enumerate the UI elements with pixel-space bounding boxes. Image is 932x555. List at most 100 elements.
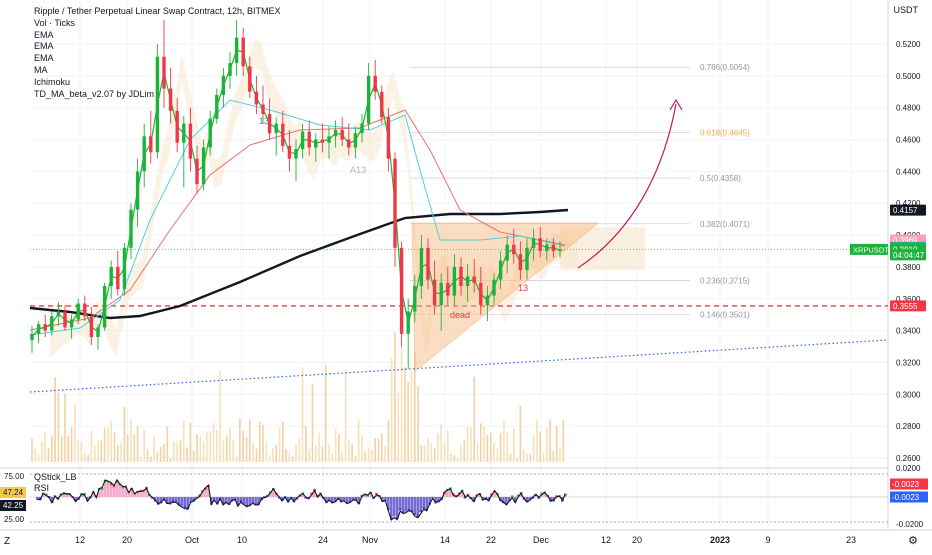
zoom-z-icon[interactable]: Z (4, 536, 10, 547)
candle-body (387, 117, 390, 158)
volume-bar (447, 430, 449, 462)
candle-body (288, 146, 291, 159)
volume-bar (358, 419, 360, 462)
volume-bar (365, 452, 367, 462)
osc-bar (139, 491, 142, 497)
volume-bar (312, 383, 314, 462)
volume-bar (279, 428, 281, 462)
price-tick: 0.4400 (896, 167, 921, 176)
candle-body (400, 248, 403, 334)
osc-bar (402, 497, 405, 512)
volume-bar (147, 449, 149, 462)
fib-label: 0.786(0.5054) (700, 63, 750, 72)
indicator-ema-1[interactable]: EMA (34, 30, 280, 42)
rsi-label[interactable]: RSI (34, 483, 77, 494)
osc-left-tick-0: 75.00 (4, 472, 24, 481)
volume-bar (371, 449, 373, 462)
annotation-dead: dead (450, 310, 470, 320)
price-badge-label: 0.3555 (893, 302, 918, 311)
osc-bar (107, 482, 110, 497)
price-badge-label: 0.4157 (893, 206, 918, 215)
candle-body (176, 111, 179, 143)
volume-bar (216, 430, 218, 462)
volume-bar (454, 455, 456, 462)
price-badge-label: 04:04:47 (893, 251, 925, 260)
price-tick: 0.5200 (896, 40, 921, 49)
settings-gear-icon[interactable]: ⚙ (908, 534, 918, 547)
indicator-ema-3[interactable]: EMA (34, 53, 280, 65)
osc-bar (422, 497, 425, 508)
candle-body (354, 133, 357, 147)
time-label: 24 (318, 535, 328, 545)
volume-bar (167, 426, 169, 462)
volume-bar (229, 428, 231, 462)
osc-bar (184, 497, 187, 507)
candle-body (486, 296, 489, 306)
volume-bar (490, 433, 492, 462)
volume-bar (58, 393, 60, 462)
candle-body (466, 276, 469, 286)
volume-bar (200, 436, 202, 462)
candle-body (261, 105, 264, 115)
time-label: 20 (632, 535, 642, 545)
candle-body (116, 267, 119, 289)
price-tick: 0.3400 (896, 327, 921, 336)
volume-bar (163, 444, 165, 462)
candle-body (143, 136, 146, 171)
candle-body (532, 238, 535, 248)
osc-bar (122, 488, 125, 497)
candle-body (83, 304, 86, 317)
volume-bar (457, 458, 459, 462)
candle-body (63, 312, 66, 328)
indicator-volume[interactable]: Vol · Ticks (34, 18, 280, 30)
indicator-ema-2[interactable]: EMA (34, 41, 280, 53)
volume-bar (546, 428, 548, 462)
candle-body (420, 248, 423, 286)
volume-bar (473, 377, 475, 462)
candle-body (50, 316, 53, 330)
volume-bar (153, 437, 155, 462)
candle-body (308, 132, 311, 148)
symbol-tag-label: XRPUSDT (853, 245, 889, 254)
osc-bar (245, 497, 248, 506)
volume-bar (345, 370, 347, 462)
volume-bar (351, 444, 353, 462)
volume-bar (401, 346, 403, 462)
volume-bar (536, 420, 538, 462)
candle-body (433, 280, 436, 305)
volume-bar (120, 442, 122, 462)
candle-body (407, 312, 410, 334)
time-label: Oct (185, 535, 200, 545)
volume-bar (431, 444, 433, 462)
candle-body (446, 283, 449, 296)
volume-bar (186, 447, 188, 462)
osc-bar-cap (405, 510, 408, 512)
indicator-ichimoku[interactable]: Ichimoku (34, 77, 280, 89)
volume-bar (506, 433, 508, 462)
candle-body (301, 132, 304, 150)
chart-title[interactable]: Ripple / Tether Perpetual Linear Swap Co… (34, 6, 280, 18)
candle-body (189, 124, 192, 159)
osc-bar (405, 497, 408, 511)
qstick-label[interactable]: QStick_LB (34, 472, 77, 483)
volume-bar (226, 436, 228, 462)
osc-bar (399, 497, 402, 509)
candle-body (552, 245, 555, 251)
volume-bar (295, 444, 297, 462)
candle-body (30, 334, 33, 340)
price-tick: 0.3000 (896, 390, 921, 399)
indicator-ma[interactable]: MA (34, 65, 280, 77)
volume-bar (51, 436, 53, 462)
volume-bar (137, 426, 139, 462)
volume-bar (322, 447, 324, 462)
volume-bar (450, 454, 452, 462)
volume-bar (493, 443, 495, 462)
volume-bar (533, 435, 535, 462)
indicator-td-ma[interactable]: TD_MA_beta_v2.07 by JDLim (34, 89, 280, 101)
volume-bar (325, 365, 327, 462)
time-label: 12 (75, 535, 85, 545)
volume-bar (64, 393, 66, 462)
time-label: 12 (601, 535, 611, 545)
candle-body (393, 159, 396, 248)
volume-bar (299, 438, 301, 462)
